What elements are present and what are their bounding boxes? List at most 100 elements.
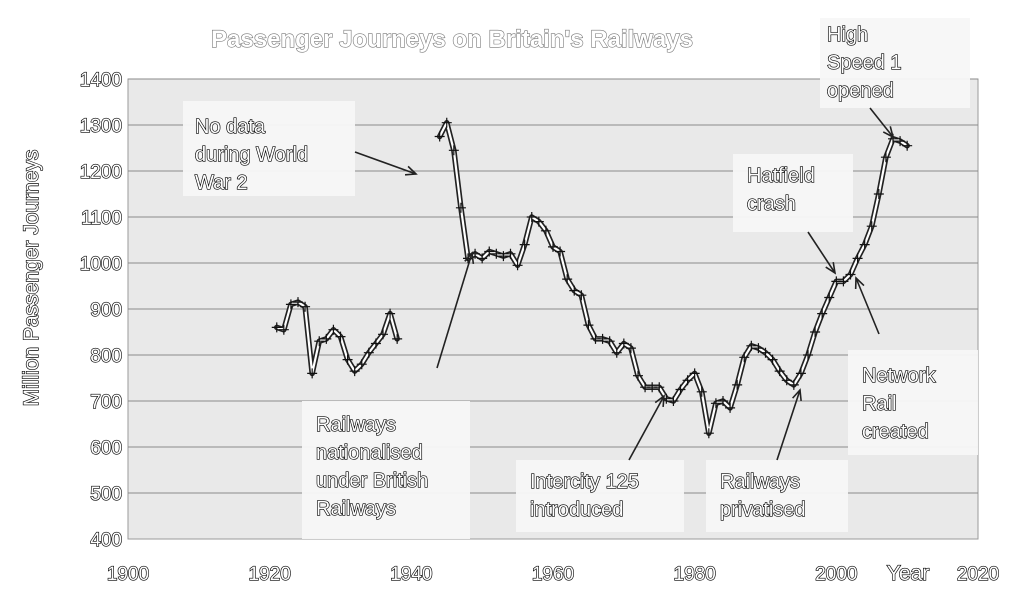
data-point: [378, 329, 388, 340]
annotation-line: Railways: [316, 414, 396, 436]
data-point: [583, 320, 594, 331]
data-point: [491, 248, 502, 259]
data-point: [441, 117, 452, 128]
y-tick-label: 1300: [80, 116, 122, 137]
data-point: [795, 368, 806, 379]
annotation-label: High Speed 1 opened: [827, 24, 902, 102]
data-point: [654, 382, 665, 393]
data-point: [902, 140, 913, 151]
annotation-line: during World: [195, 144, 308, 166]
annotation-arrow: [436, 252, 473, 369]
data-point: [392, 333, 403, 344]
x-tick-label: 2000: [815, 564, 857, 585]
annotation-line: nationalised: [316, 442, 423, 464]
y-tick-label: 500: [90, 484, 122, 505]
data-point: [540, 225, 551, 236]
annotation-box: [706, 460, 848, 532]
data-point: [803, 350, 813, 360]
data-point: [314, 336, 325, 347]
data-point: [880, 152, 891, 163]
x-tick-label: 1980: [674, 564, 716, 585]
annotation-box: [733, 154, 853, 232]
data-point: [526, 212, 537, 222]
x-tick-label: 1940: [390, 564, 432, 585]
data-point: [895, 136, 906, 147]
y-axis-title: Million Passenger Journeys: [20, 150, 43, 407]
annotation-label: Railways privatised: [720, 471, 806, 521]
x-tick-label: 1900: [107, 564, 149, 585]
annotation-box: [848, 350, 978, 455]
axis-ticks: 400 500 600 700 800 900 1000 1100 1200 1300 1400 19…: [79, 69, 1000, 585]
y-tick-label: 1400: [80, 70, 122, 91]
annotation-arrows: [354, 107, 895, 461]
data-point: [810, 327, 821, 337]
annotation-box: [516, 460, 684, 532]
data-point: [689, 368, 700, 379]
data-point: [278, 324, 289, 335]
data-point: [321, 333, 332, 344]
x-tick-label: 1920: [249, 564, 291, 585]
data-point: [838, 276, 849, 287]
data-point: [597, 333, 608, 344]
data-point: [767, 354, 778, 365]
chart-title: Passenger Journeys on Britain's Railways: [211, 26, 693, 53]
data-point: [356, 359, 367, 370]
data-point: [682, 375, 693, 386]
data-point: [859, 239, 870, 250]
data-point: [817, 308, 828, 319]
x-tick-label: 2020: [957, 564, 999, 585]
data-point: [300, 301, 311, 312]
data-point: [448, 145, 459, 156]
data-point: [569, 285, 580, 296]
annotation-line: created: [862, 421, 929, 443]
data-point: [675, 384, 686, 395]
annotation-line: Speed 1: [827, 52, 902, 74]
data-point: [746, 340, 757, 351]
data-point: [760, 347, 771, 358]
annotation-line: privatised: [720, 499, 806, 521]
data-point: [618, 338, 629, 349]
annotation-box: [183, 101, 355, 196]
annotation-arrowhead: [792, 388, 802, 402]
y-tick-label: 900: [90, 300, 122, 321]
data-point: [455, 202, 466, 213]
data-point: [477, 253, 488, 264]
annotation-texts: No data during World War 2 Railways national…: [194, 23, 937, 521]
annotation-line: crash: [747, 193, 796, 215]
data-point: [604, 336, 615, 347]
x-axis-title: Year: [887, 562, 929, 585]
annotation-arrow: [807, 231, 836, 274]
annotation-arrow: [869, 107, 894, 138]
data-point: [703, 428, 714, 439]
data-point: [498, 251, 509, 262]
data-point: [548, 241, 558, 252]
annotation-arrow: [855, 277, 880, 335]
y-tick-label: 600: [90, 438, 122, 459]
data-point: [710, 398, 721, 409]
annotation-label: No data during World War 2: [195, 116, 308, 194]
annotation-line: Railways: [720, 471, 800, 493]
y-tick-label: 400: [90, 530, 122, 551]
annotation-label: Intercity 125 introduced: [530, 471, 639, 521]
data-point: [873, 189, 884, 199]
data-point: [519, 239, 530, 250]
data-point: [562, 274, 573, 285]
annotation-label: Network Rail created: [862, 365, 936, 443]
data-point: [335, 331, 346, 342]
data-point: [625, 343, 636, 354]
annotation-line: Intercity 125: [530, 471, 639, 493]
data-point: [845, 269, 856, 280]
data-point: [484, 246, 495, 257]
data-point: [633, 370, 643, 381]
annotation-label: Hatfield crash: [747, 165, 815, 215]
data-point: [824, 292, 835, 303]
data-point: [363, 347, 374, 358]
annotation-line: under British: [316, 470, 428, 492]
data-point: [866, 221, 877, 232]
y-tick-label: 700: [90, 392, 122, 413]
series-layer: [271, 117, 913, 439]
data-point: [788, 379, 799, 390]
annotation-arrow: [354, 151, 417, 175]
data-point: [576, 290, 587, 301]
